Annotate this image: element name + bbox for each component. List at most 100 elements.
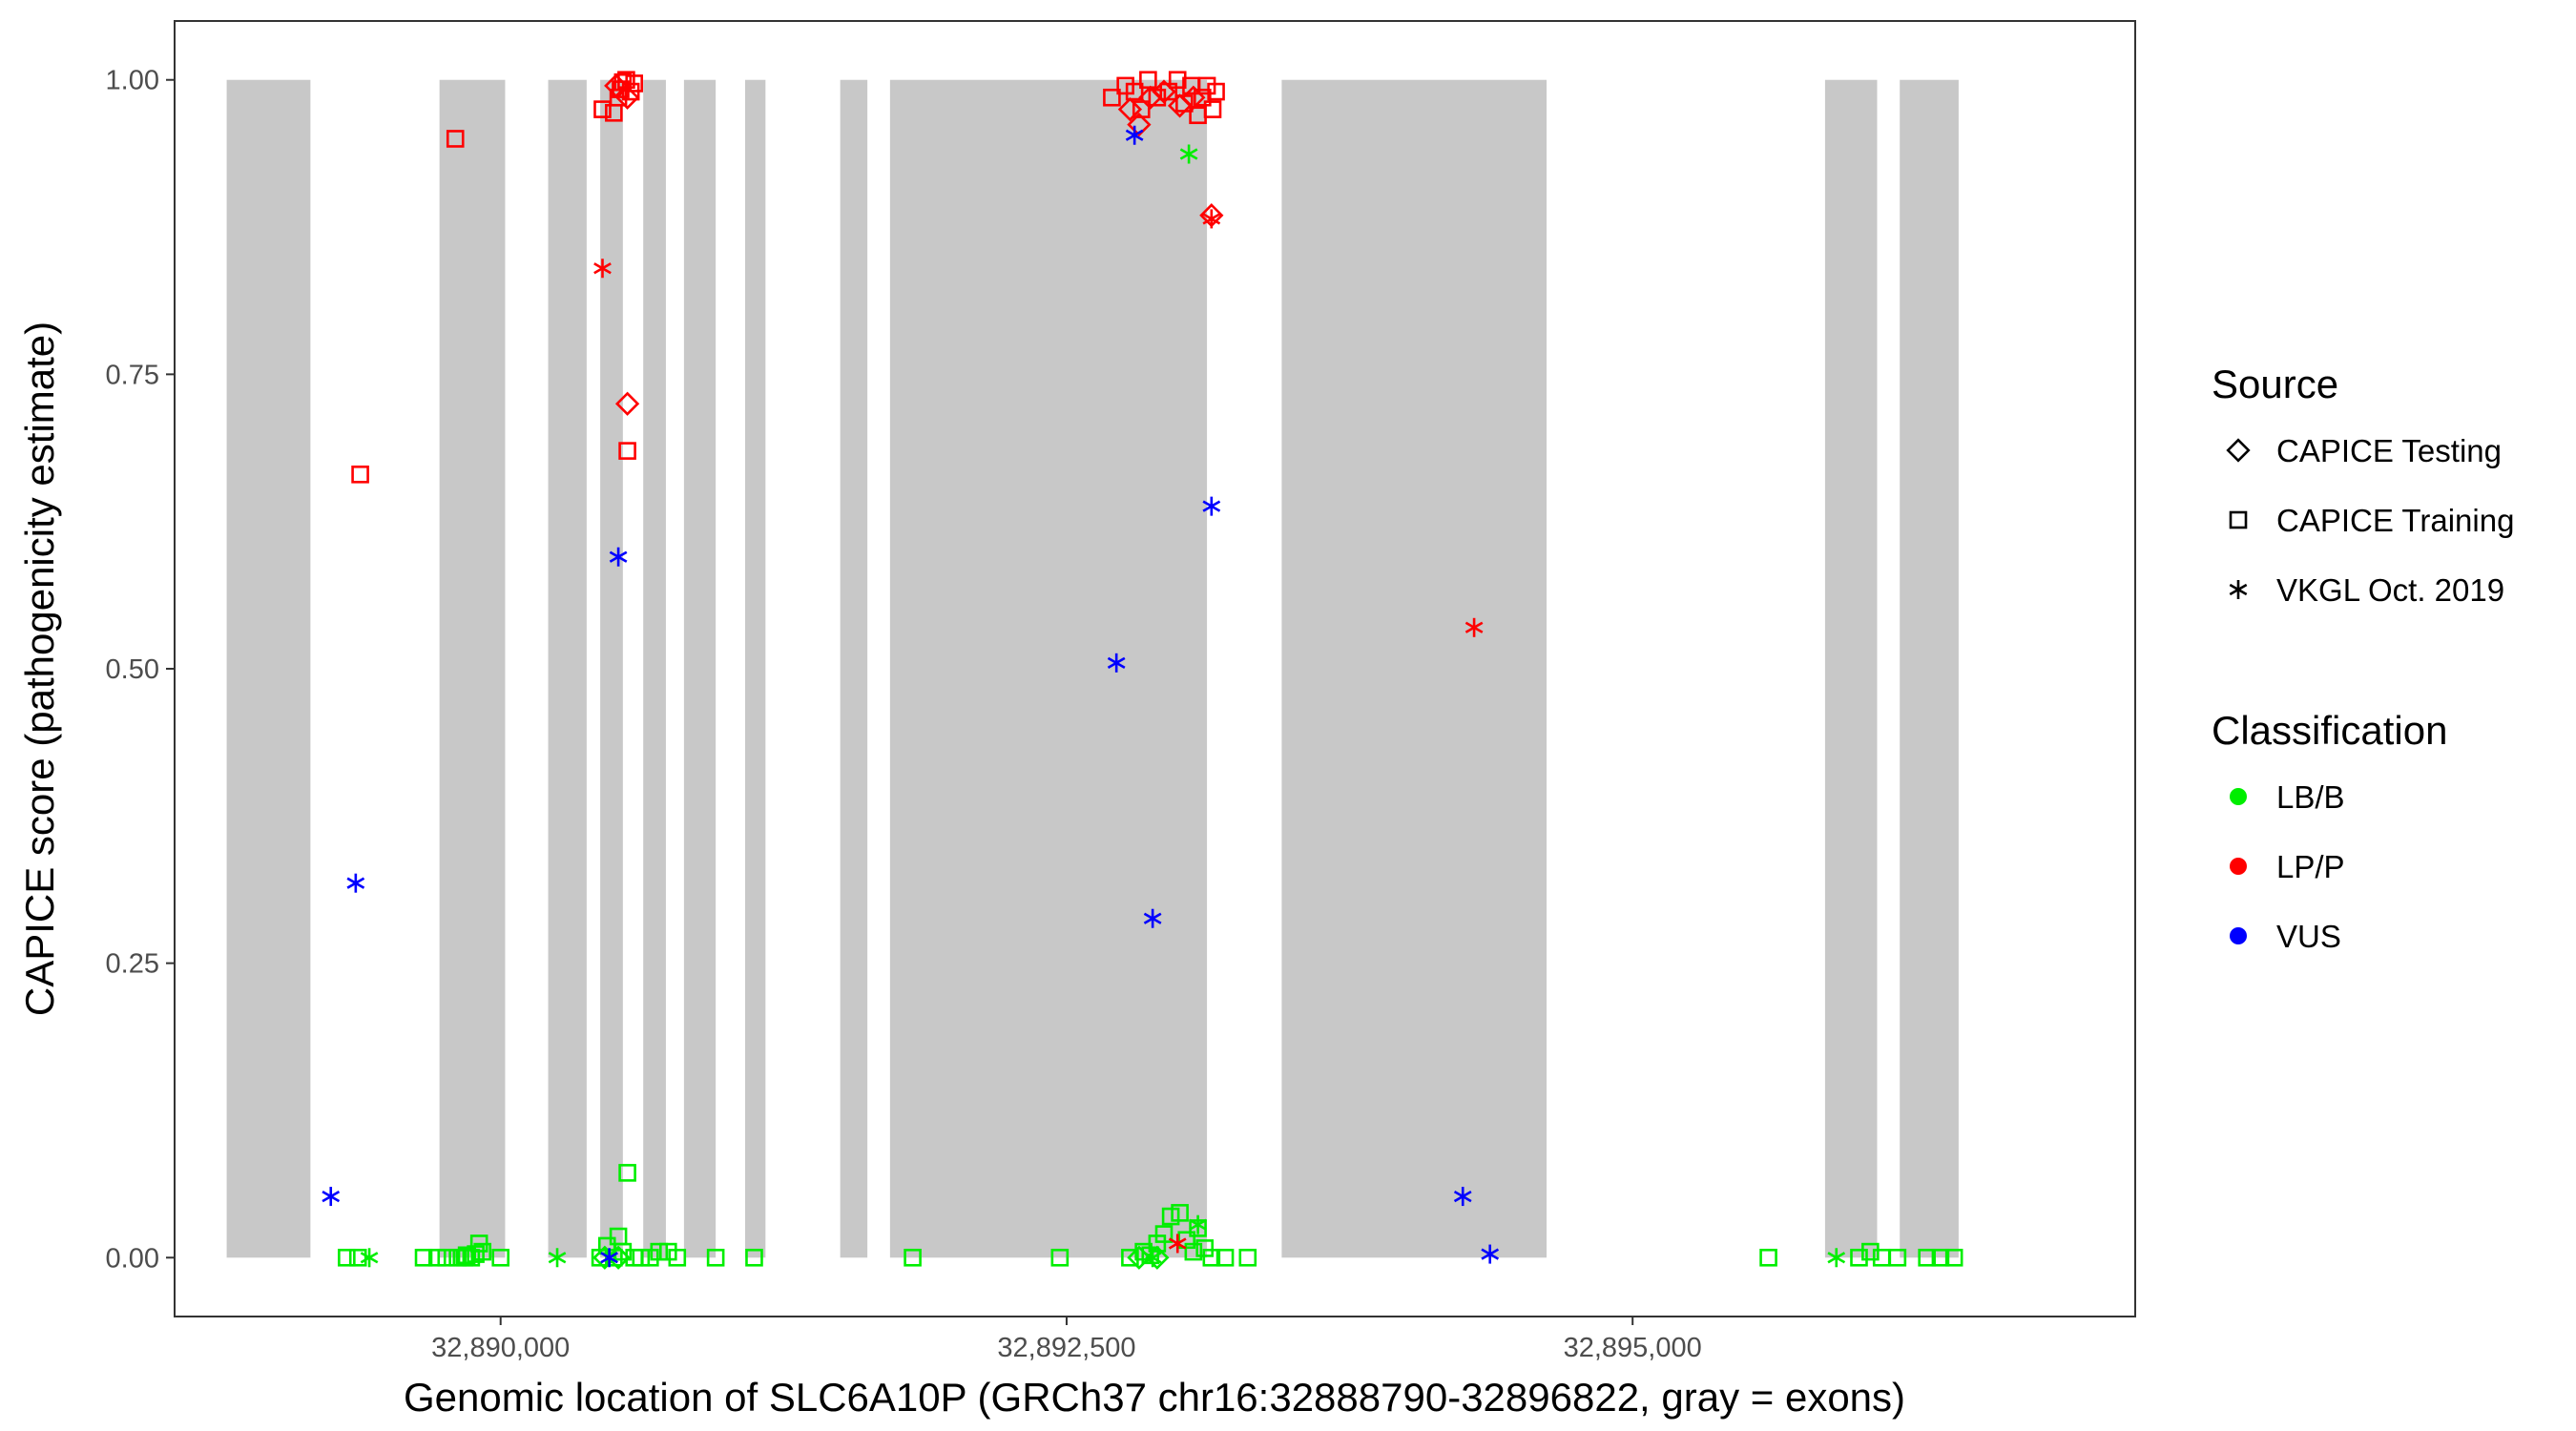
legend-label-source: CAPICE Training	[2276, 503, 2514, 538]
legend-key-dot	[2230, 788, 2247, 805]
point-square-12	[1116, 76, 1134, 95]
exon-band-2	[439, 79, 506, 1258]
point-square-71	[1861, 1242, 1880, 1261]
point-diamond-8	[1181, 85, 1206, 110]
point-diamond-3	[1117, 96, 1143, 122]
point-square-23	[1197, 76, 1216, 95]
exon-band-12	[1900, 79, 1959, 1258]
legend-key-square	[2229, 510, 2248, 529]
point-asterisk-0	[322, 1187, 341, 1207]
point-asterisk-3	[1107, 653, 1126, 673]
exon-band-5	[643, 79, 666, 1258]
point-asterisk-4	[1125, 125, 1144, 145]
exon-band-7	[744, 79, 766, 1258]
point-square-30	[437, 1248, 456, 1267]
point-square-24	[1203, 100, 1222, 118]
y-axis-title: CAPICE score (pathogenicity estimate)	[17, 321, 62, 1016]
point-asterisk-17	[1143, 1248, 1162, 1268]
point-square-53	[904, 1248, 922, 1267]
legend: Source CAPICE Testing CAPICE Training VKGL…	[2212, 362, 2514, 954]
point-square-8	[625, 74, 644, 93]
point-square-61	[1171, 1204, 1189, 1222]
point-square-0	[351, 465, 369, 484]
legend-label-classification: LP/P	[2276, 849, 2345, 884]
point-diamond-1	[604, 73, 629, 98]
point-square-50	[668, 1248, 687, 1267]
exon-band-8	[840, 79, 868, 1258]
legend-classification-entries: LB/B LP/P VUS	[2230, 779, 2345, 954]
legend-key-diamond	[2226, 438, 2251, 463]
legend-key-dot	[2230, 858, 2247, 875]
point-square-18	[1168, 71, 1187, 90]
point-square-46	[632, 1248, 651, 1267]
axes: 0.00 0.25 0.50 0.75 1.00 32,890,000 32,892,500…	[106, 66, 1702, 1363]
x-axis-title: Genomic location of SLC6A10P (GRCh37 chr…	[404, 1375, 1905, 1420]
point-square-16	[1148, 88, 1167, 107]
point-asterisk-12	[1465, 617, 1484, 637]
point-square-54	[1050, 1248, 1070, 1267]
point-asterisk-10	[593, 259, 612, 279]
point-square-48	[650, 1242, 669, 1261]
point-square-29	[427, 1248, 447, 1267]
exon-band-1	[226, 79, 311, 1258]
point-diamond-2	[614, 85, 640, 110]
point-square-47	[641, 1248, 659, 1267]
legend-title-source: Source	[2212, 362, 2338, 406]
point-diamond-13	[1145, 1245, 1170, 1270]
point-square-52	[745, 1248, 763, 1267]
y-tick-label: 1.00	[106, 66, 159, 96]
exon-band-9	[889, 79, 1208, 1258]
legend-key-asterisk	[2229, 580, 2248, 599]
point-square-27	[348, 1248, 367, 1267]
point-square-41	[605, 1248, 623, 1267]
point-square-38	[491, 1248, 510, 1267]
point-square-26	[338, 1248, 356, 1267]
point-square-76	[1944, 1248, 1963, 1267]
point-asterisk-14	[1179, 144, 1198, 164]
exon-band-6	[683, 79, 717, 1258]
point-square-13	[1125, 82, 1144, 101]
point-asterisk-2	[609, 547, 628, 567]
legend-label-classification: VUS	[2276, 919, 2341, 954]
point-asterisk-1	[346, 873, 365, 893]
point-square-25	[1207, 82, 1225, 101]
point-square-22	[1194, 88, 1212, 107]
point-square-28	[414, 1248, 433, 1267]
point-square-2	[593, 100, 612, 118]
point-asterisk-16	[1827, 1248, 1846, 1268]
point-diamond-6	[1152, 79, 1176, 104]
x-tick-label: 32,895,000	[1564, 1333, 1702, 1363]
point-square-63	[1184, 1242, 1203, 1261]
point-asterisk-13	[1168, 1234, 1187, 1254]
point-asterisk-9	[600, 1248, 618, 1268]
legend-label-classification: LB/B	[2276, 779, 2345, 815]
point-diamond-4	[1127, 113, 1152, 137]
point-square-55	[1121, 1248, 1139, 1267]
point-square-60	[1161, 1207, 1180, 1226]
y-tick-label: 0.50	[106, 654, 159, 685]
point-square-44	[618, 1164, 636, 1182]
point-asterisk-18	[360, 1248, 379, 1268]
exon-band-4	[600, 79, 623, 1258]
point-square-74	[1918, 1248, 1936, 1267]
legend-key-dot	[2230, 927, 2247, 944]
point-asterisk-7	[1453, 1187, 1472, 1207]
point-square-68	[1238, 1248, 1257, 1267]
point-square-1	[446, 130, 465, 148]
y-tick-label: 0.75	[106, 360, 159, 390]
y-tick-label: 0.25	[106, 949, 159, 980]
exon-bands	[226, 79, 1959, 1258]
point-square-69	[1759, 1248, 1777, 1267]
point-square-49	[659, 1242, 677, 1261]
point-square-11	[1103, 88, 1121, 107]
legend-label-source: CAPICE Testing	[2276, 433, 2502, 468]
point-asterisk-11	[1202, 209, 1221, 229]
point-square-10	[618, 442, 636, 460]
point-square-73	[1888, 1248, 1907, 1267]
point-square-37	[457, 1246, 476, 1265]
point-diamond-11	[606, 1245, 631, 1270]
exon-band-3	[548, 79, 587, 1258]
y-tick-label: 0.00	[106, 1243, 159, 1274]
data-points	[322, 71, 1963, 1270]
